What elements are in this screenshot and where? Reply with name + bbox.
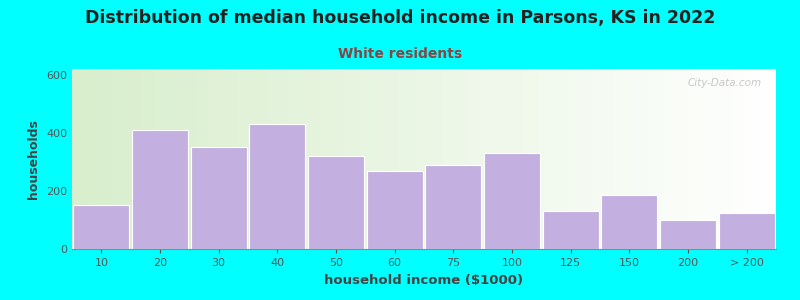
Text: Distribution of median household income in Parsons, KS in 2022: Distribution of median household income … [85, 9, 715, 27]
Bar [308, 156, 364, 249]
Bar [484, 153, 540, 249]
Text: City-Data.com: City-Data.com [688, 78, 762, 88]
X-axis label: household income ($1000): household income ($1000) [325, 274, 523, 286]
Bar [660, 220, 716, 249]
Bar [190, 147, 246, 249]
Bar [426, 165, 482, 249]
Text: White residents: White residents [338, 46, 462, 61]
Bar [250, 124, 306, 249]
Bar [543, 211, 598, 249]
Bar [719, 213, 774, 249]
Bar [602, 195, 658, 249]
Bar [132, 130, 188, 249]
Bar [366, 171, 422, 249]
Y-axis label: households: households [27, 119, 41, 199]
Bar [74, 206, 129, 249]
